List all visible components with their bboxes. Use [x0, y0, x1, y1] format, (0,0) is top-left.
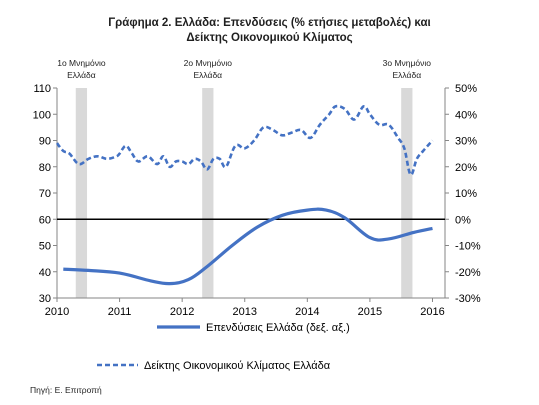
left-tick-label: 110: [33, 83, 51, 95]
chart-title-line1: Γράφημα 2. Ελλάδα: Επενδύσεις (% ετήσιες…: [108, 17, 431, 29]
investment-line: [63, 207, 433, 286]
memorandum-label-1-line2: Ελλάδα: [67, 70, 96, 80]
memorandum-label-2-line2: Ελλάδα: [194, 70, 223, 80]
left-tick-label: 40: [39, 267, 51, 279]
x-tick-label: 2011: [108, 306, 132, 318]
memorandum-label-1-line1: 1ο Μνημόνιο: [57, 58, 106, 68]
left-tick-label: 80: [39, 162, 51, 174]
right-tick-label: 20%: [455, 162, 477, 174]
chart-title: Γράφημα 2. Ελλάδα: Επενδύσεις (% ετήσιες…: [0, 16, 539, 46]
left-tick-label: 60: [39, 214, 51, 226]
legend-label-1: Επενδύσεις Ελλάδα (δεξ. αξ.): [206, 322, 350, 334]
left-tick-label: 70: [39, 188, 51, 200]
left-tick-label: 90: [39, 136, 51, 148]
memorandum-band-1: [75, 88, 88, 298]
series-layer: [55, 104, 434, 286]
chart-title-line2: Δείκτης Οικονομικού Κλίματος: [186, 32, 353, 44]
x-tick-label: 2015: [358, 306, 382, 318]
memorandum-label-3-line2: Ελλάδα: [393, 70, 422, 80]
left-tick-label: 30: [39, 293, 51, 305]
right-tick-label: 40%: [455, 109, 477, 121]
memorandum-labels: 1ο Μνημόνιο Ελλάδα 2ο Μνημόνιο Ελλάδα 3ο Μνη…: [57, 58, 431, 80]
right-tick-label: 0%: [455, 214, 471, 226]
x-tick-label: 2013: [232, 306, 256, 318]
right-tick-label: 10%: [455, 188, 477, 200]
memorandum-band-3: [401, 88, 413, 298]
x-tick-label: 2016: [420, 306, 444, 318]
axes: 30 40 50 60 70 80 90 100 110 -30% -20% -10% 0% 10% 20%…: [33, 83, 481, 318]
legend-label-2: Δείκτης Οικονομικού Κλίματος Ελλάδα: [144, 360, 331, 372]
memorandum-label-3-line1: 3ο Μνημόνιο: [383, 58, 432, 68]
memorandum-band-2: [202, 88, 214, 298]
left-tick-label: 50: [39, 241, 51, 253]
economic-climate-line: [55, 104, 434, 176]
right-tick-label: 30%: [455, 136, 477, 148]
legend: Επενδύσεις Ελλάδα (δεξ. αξ.) Δείκτης Οικο…: [97, 322, 350, 372]
x-tick-label: 2012: [170, 306, 194, 318]
memorandum-bands: [75, 88, 413, 298]
x-tick-label: 2014: [295, 306, 319, 318]
right-tick-label: -10%: [455, 241, 481, 253]
right-tick-label: -30%: [455, 293, 481, 305]
right-tick-label: -20%: [455, 267, 481, 279]
left-tick-label: 100: [33, 109, 51, 121]
right-tick-label: 50%: [455, 83, 477, 95]
memorandum-label-2-line1: 2ο Μνημόνιο: [184, 58, 233, 68]
source-note: Πηγή: Ε. Επιτροπή: [30, 385, 102, 395]
x-tick-label: 2010: [45, 306, 69, 318]
